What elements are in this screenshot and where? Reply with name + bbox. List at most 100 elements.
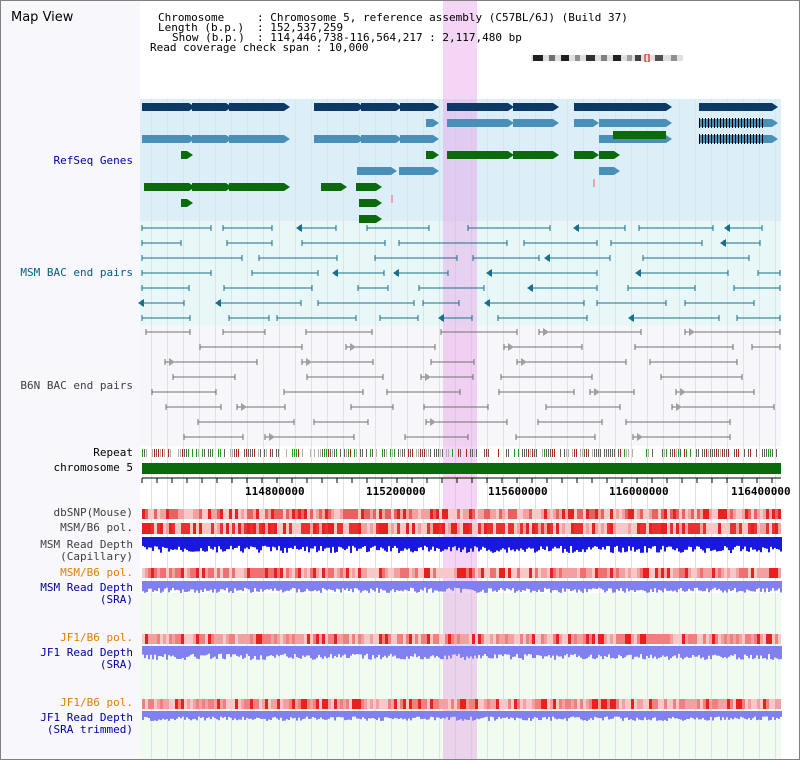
polymorphism-cell bbox=[391, 509, 394, 519]
depth-bar-jf1-sra bbox=[570, 646, 572, 655]
polymorphism-cell bbox=[517, 523, 520, 534]
depth-bar-jf1-sra-trimmed bbox=[640, 711, 642, 721]
polymorphism-cell bbox=[652, 634, 655, 644]
depth-bar-jf1-sra-trimmed bbox=[252, 711, 254, 720]
polymorphism-cell bbox=[679, 634, 682, 644]
depth-bar-capillary bbox=[242, 537, 244, 553]
depth-bar-capillary bbox=[152, 537, 154, 551]
depth-bar-jf1-sra bbox=[404, 646, 406, 660]
depth-bar-jf1-sra bbox=[334, 646, 336, 656]
depth-bar-jf1-sra-trimmed bbox=[190, 711, 192, 721]
polymorphism-cell bbox=[259, 568, 262, 578]
polymorphism-cell bbox=[565, 634, 568, 644]
depth-bar-msm-sra bbox=[154, 581, 156, 591]
depth-bar-msm-sra bbox=[480, 581, 482, 592]
depth-bar-msm-sra bbox=[534, 581, 536, 591]
polymorphism-cell bbox=[394, 568, 397, 578]
depth-bar-jf1-sra bbox=[328, 646, 330, 658]
gene-exon-mark bbox=[720, 118, 721, 128]
polymorphism-cell bbox=[256, 634, 259, 644]
polymorphism-cell bbox=[193, 509, 196, 519]
polymorphism-cell bbox=[214, 568, 217, 578]
depth-bar-jf1-sra-trimmed bbox=[266, 711, 268, 721]
polymorphism-cell bbox=[556, 523, 559, 534]
depth-bar-jf1-sra bbox=[652, 646, 654, 659]
gene-strand-arrow bbox=[341, 183, 347, 191]
depth-bar-jf1-sra bbox=[290, 646, 292, 658]
polymorphism-cell bbox=[148, 509, 151, 519]
depth-bar-msm-sra bbox=[528, 581, 530, 590]
polymorphism-cell bbox=[235, 509, 238, 519]
depth-bar-jf1-sra bbox=[686, 646, 688, 657]
chromosome-ideogram[interactable] bbox=[531, 54, 683, 62]
depth-bar-capillary bbox=[590, 537, 592, 550]
repeat-mark bbox=[612, 449, 613, 457]
depth-bar-jf1-sra bbox=[536, 646, 538, 656]
repeat-mark bbox=[198, 449, 199, 457]
polymorphism-cell bbox=[328, 509, 331, 519]
depth-bar-jf1-sra-trimmed bbox=[622, 711, 624, 721]
polymorphism-cell bbox=[466, 699, 469, 709]
polymorphism-cell bbox=[601, 634, 604, 644]
depth-bar-capillary bbox=[176, 537, 178, 550]
depth-bar-capillary bbox=[326, 537, 328, 548]
repeat-mark bbox=[550, 449, 551, 457]
repeat-mark bbox=[604, 449, 605, 457]
polymorphism-cell bbox=[460, 509, 463, 519]
repeat-mark bbox=[608, 449, 609, 457]
depth-bar-capillary bbox=[768, 537, 770, 553]
polymorphism-cell bbox=[439, 699, 442, 709]
polymorphism-cell bbox=[601, 568, 604, 578]
polymorphism-cell bbox=[364, 699, 367, 709]
depth-bar-jf1-sra-trimmed bbox=[464, 711, 466, 720]
depth-bar-jf1-sra-trimmed bbox=[658, 711, 660, 721]
selected-region-highlight[interactable] bbox=[443, 1, 477, 759]
depth-bar-capillary bbox=[370, 537, 372, 548]
depth-bar-jf1-sra-trimmed bbox=[182, 711, 184, 717]
depth-bar-jf1-sra bbox=[302, 646, 304, 656]
depth-bar-msm-sra bbox=[312, 581, 314, 592]
grid-line bbox=[727, 99, 728, 759]
depth-bar-msm-sra bbox=[228, 581, 230, 593]
polymorphism-cell bbox=[505, 699, 508, 709]
depth-bar-capillary bbox=[548, 537, 550, 552]
depth-bar-jf1-sra bbox=[466, 646, 468, 657]
polymorphism-cell bbox=[328, 568, 331, 578]
polymorphism-cell bbox=[484, 568, 487, 578]
gene-block bbox=[599, 167, 614, 175]
depth-bar-msm-sra bbox=[226, 581, 228, 588]
polymorphism-cell bbox=[331, 509, 334, 519]
show-value: : 114,446,738-116,564,217 : 2,117,480 bp bbox=[257, 31, 522, 44]
depth-bar-jf1-sra-trimmed bbox=[652, 711, 654, 719]
polymorphism-cell bbox=[349, 634, 352, 644]
polymorphism-cell bbox=[154, 509, 157, 519]
repeat-mark bbox=[278, 449, 279, 457]
polymorphism-cell bbox=[493, 568, 496, 578]
depth-bar-msm-sra bbox=[612, 581, 614, 593]
depth-bar-jf1-sra bbox=[400, 646, 402, 660]
depth-bar-jf1-sra bbox=[710, 646, 712, 660]
depth-bar-jf1-sra bbox=[434, 646, 436, 658]
depth-bar-jf1-sra bbox=[704, 646, 706, 660]
gene-exon-mark bbox=[729, 134, 730, 144]
polymorphism-cell bbox=[373, 509, 376, 519]
polymorphism-cell bbox=[628, 509, 631, 519]
depth-bar-capillary bbox=[500, 537, 502, 550]
polymorphism-cell bbox=[412, 634, 415, 644]
polymorphism-cell bbox=[502, 568, 505, 578]
repeat-mark bbox=[716, 449, 717, 457]
depth-bar-msm-sra bbox=[388, 581, 390, 593]
depth-bar-jf1-sra-trimmed bbox=[490, 711, 492, 717]
depth-bar-jf1-sra bbox=[352, 646, 354, 654]
polymorphism-cell bbox=[286, 568, 289, 578]
depth-bar-capillary bbox=[428, 537, 430, 552]
depth-bar-msm-sra bbox=[438, 581, 440, 592]
depth-bar-jf1-sra-trimmed bbox=[162, 711, 164, 719]
depth-bar-capillary bbox=[716, 537, 718, 552]
polymorphism-cell bbox=[217, 634, 220, 644]
depth-bar-msm-sra bbox=[210, 581, 212, 590]
depth-bar-jf1-sra-trimmed bbox=[574, 711, 576, 718]
polymorphism-cell bbox=[223, 509, 226, 519]
depth-bar-capillary bbox=[440, 537, 442, 552]
